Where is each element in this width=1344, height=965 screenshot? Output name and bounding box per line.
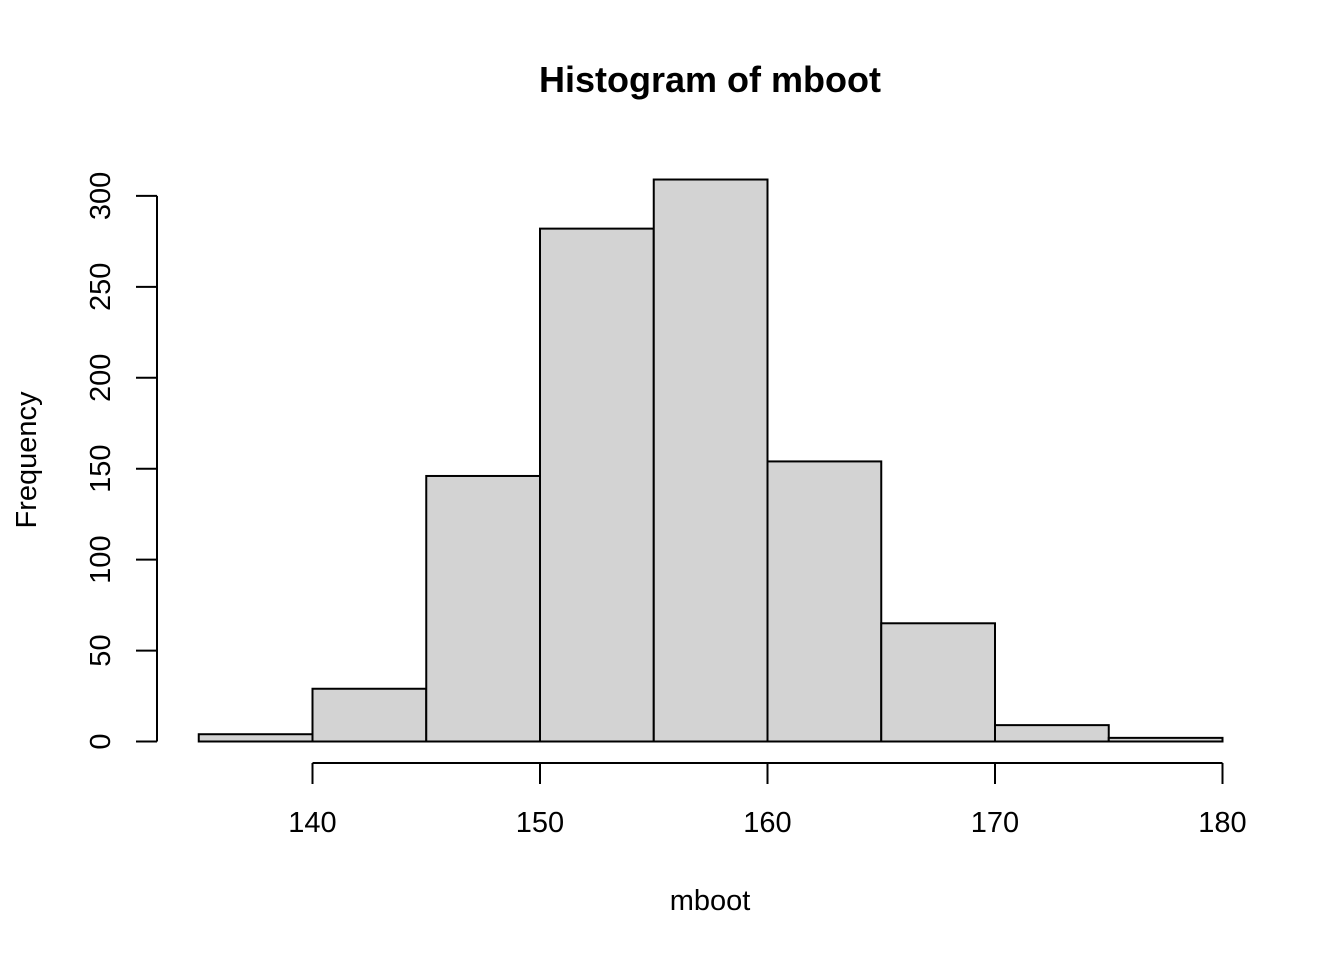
x-tick-label: 140 xyxy=(288,807,336,839)
histogram-bar xyxy=(766,460,883,743)
y-tick-label: 200 xyxy=(85,354,117,402)
histogram-bar xyxy=(197,733,314,743)
histogram-bar xyxy=(539,227,655,743)
y-tick-label: 0 xyxy=(85,733,117,749)
x-tick-label: 160 xyxy=(743,807,791,839)
x-tick-label: 150 xyxy=(516,807,564,839)
x-axis-title: mboot xyxy=(670,885,751,917)
histogram-bar xyxy=(652,178,769,743)
y-tick-label: 250 xyxy=(85,263,117,311)
chart-title: Histogram of mboot xyxy=(539,59,881,100)
histogram-bar xyxy=(1107,736,1224,743)
y-tick-label: 100 xyxy=(85,535,117,583)
y-tick-label: 150 xyxy=(85,444,117,492)
y-tick-label: 300 xyxy=(85,172,117,220)
histogram-bar xyxy=(311,687,428,743)
y-axis-title: Frequency xyxy=(11,391,43,529)
x-tick-label: 180 xyxy=(1198,807,1246,839)
histogram-bar xyxy=(880,622,996,743)
x-axis: 140 150 160 170 180 xyxy=(288,762,1247,839)
bars-group xyxy=(197,178,1224,743)
histogram-bar xyxy=(425,474,541,743)
y-tick-label: 50 xyxy=(85,634,117,666)
histogram-bar xyxy=(994,724,1110,743)
y-axis: 0 50 100 150 200 250 300 xyxy=(85,172,158,750)
x-tick-label: 170 xyxy=(971,807,1019,839)
